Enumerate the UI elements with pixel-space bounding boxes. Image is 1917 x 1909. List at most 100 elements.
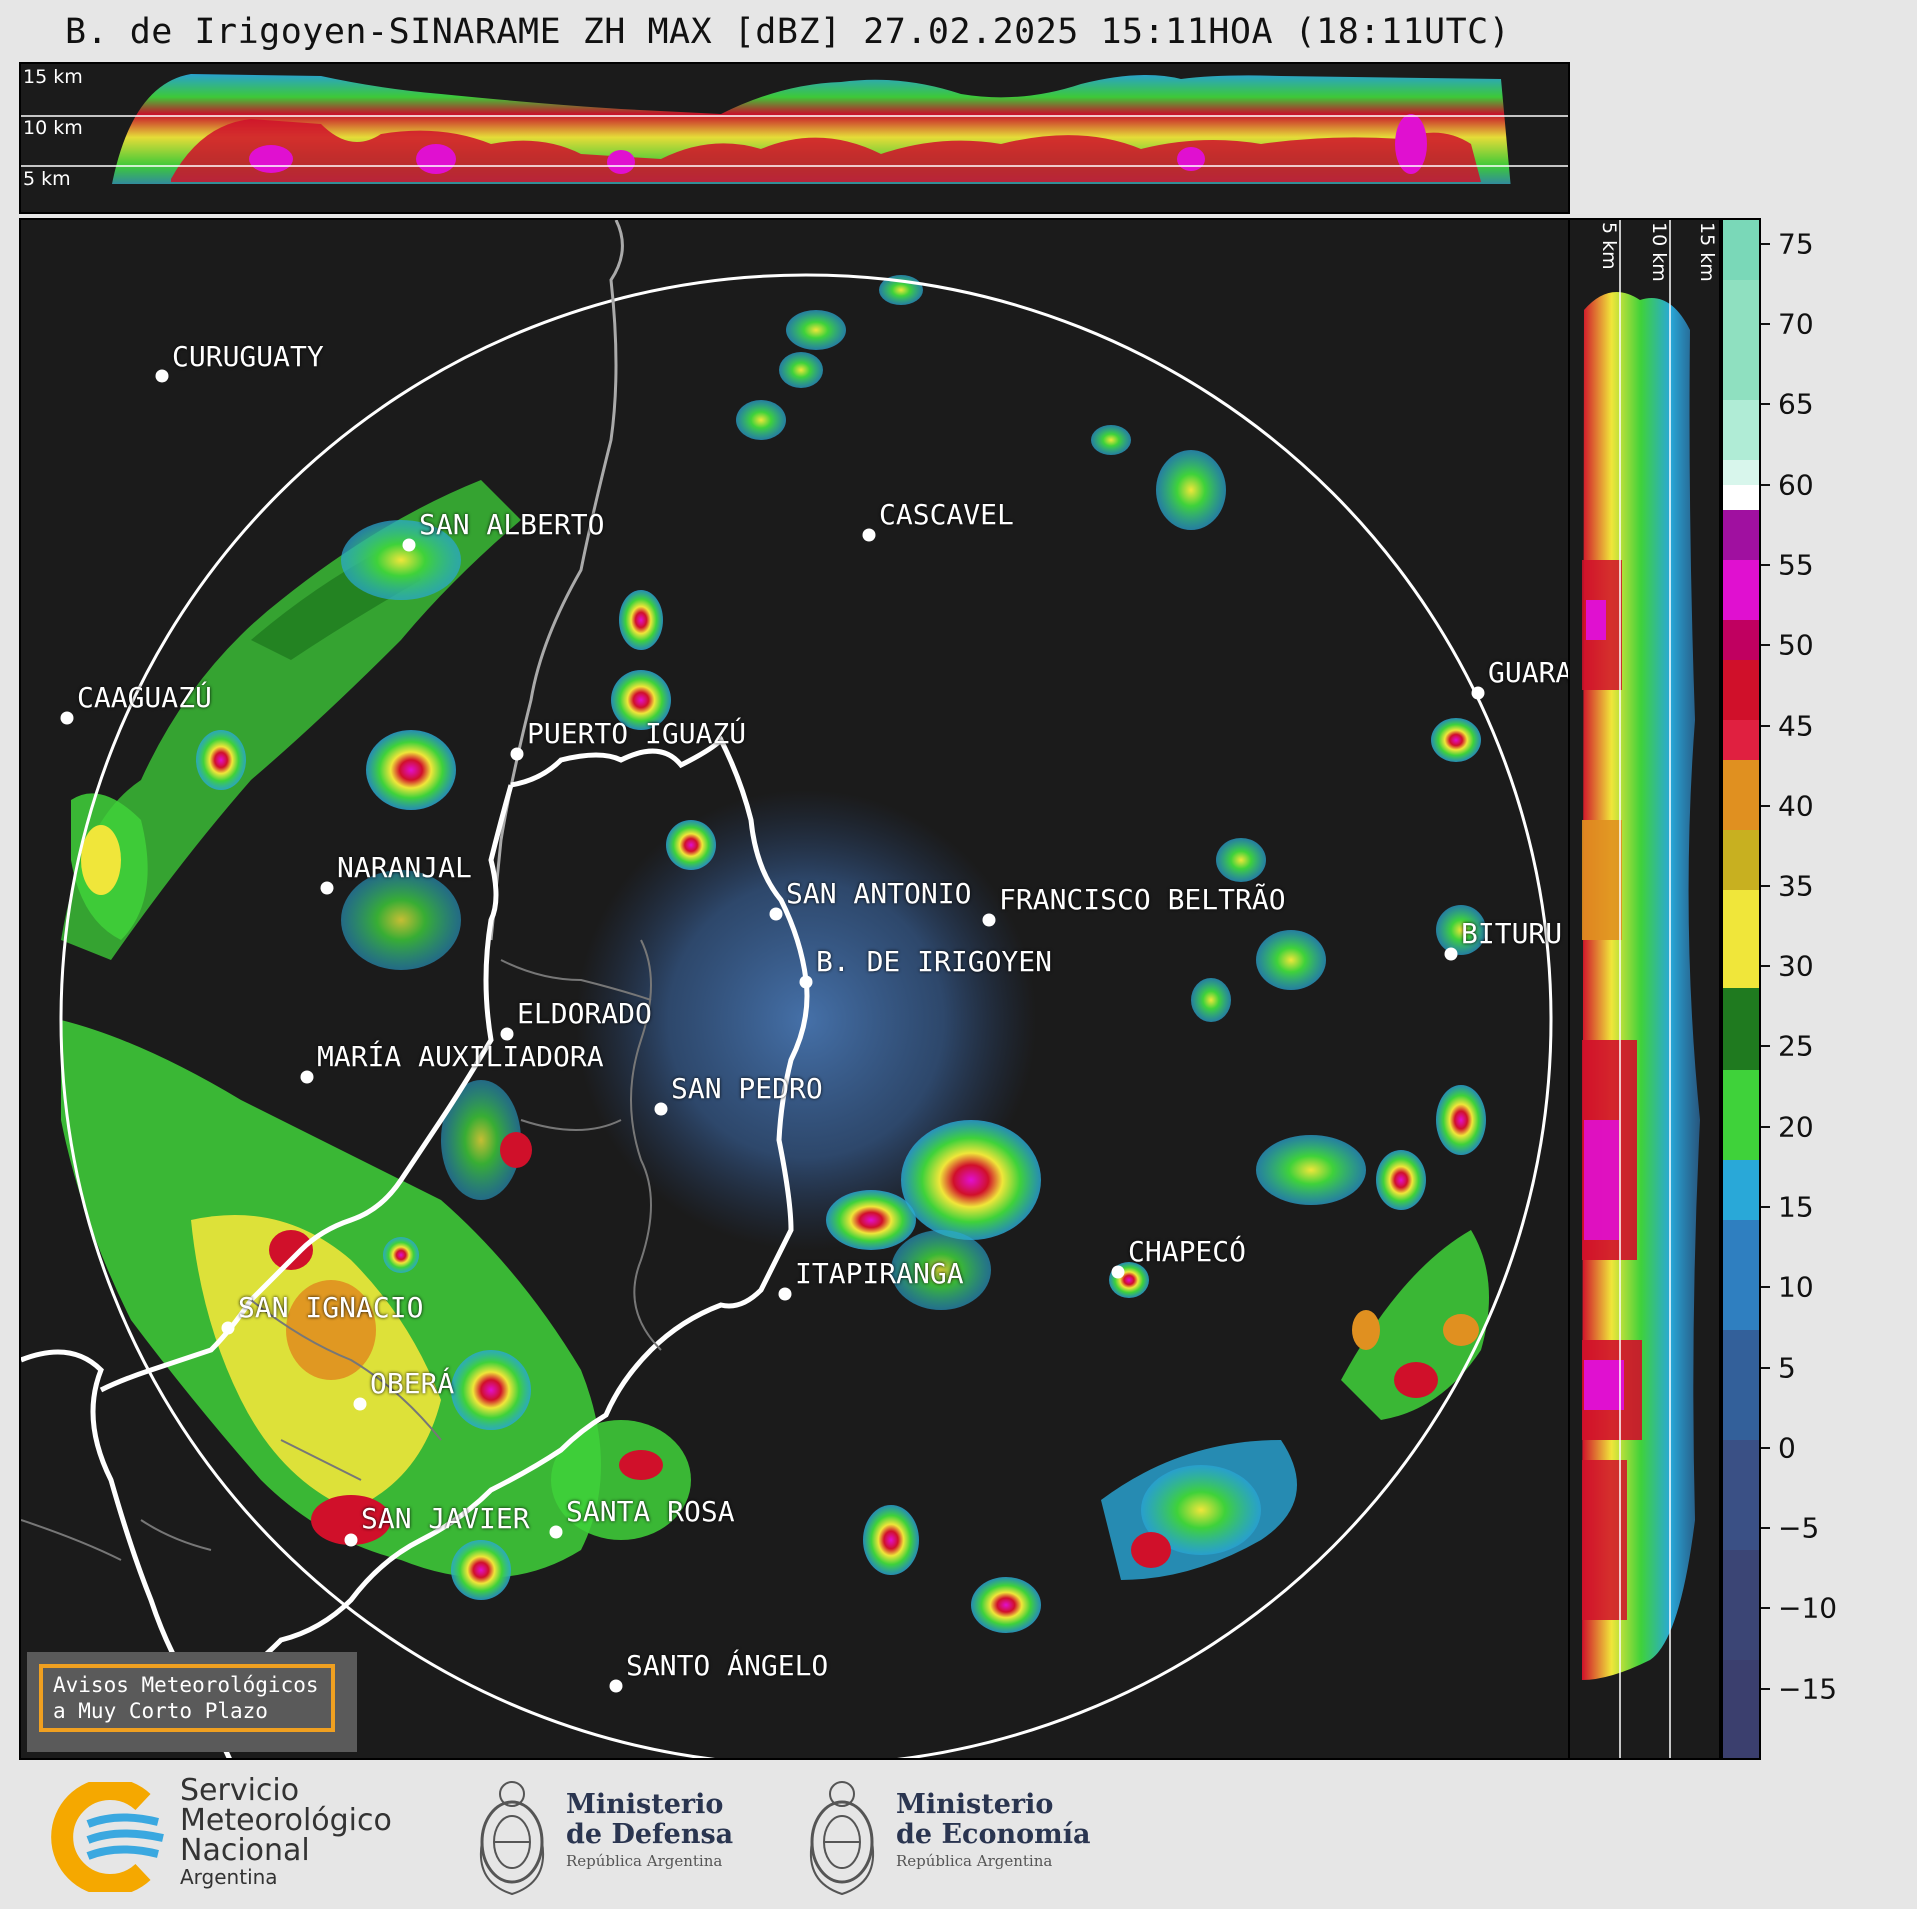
colorbar-tick-label: 15 [1778,1190,1814,1224]
city-label-chapeco: CHAPECÓ [1128,1235,1247,1268]
coat-of-arms-icon [809,1781,875,1896]
city-label-bituru: BITURU [1461,917,1563,950]
colorbar-tick-label: 55 [1778,548,1814,582]
city-label-san-antonio: SAN ANTONIO [786,877,972,910]
coat-of-arms-icon [479,1781,545,1896]
city-dot [769,907,783,921]
city-dot [353,1397,367,1411]
city-dot [155,369,169,383]
radar-range-ring [59,273,1553,1758]
city-dot [654,1102,668,1116]
city-label-eldorado: ELDORADO [517,997,652,1030]
city-dot [221,1321,235,1335]
smn-line-1: Servicio [180,1773,300,1808]
defensa-line-3: República Argentina [566,1852,723,1870]
defensa-line-1: Ministerio [566,1789,724,1820]
storm-cell-southeast [901,1120,1041,1240]
colorbar-tick-label: 0 [1778,1431,1796,1465]
city-label-naranjal: NARANJAL [337,851,472,884]
right-cross-section-panel: 5 km 10 km 15 km [1570,218,1721,1760]
economia-line-1: Ministerio [896,1789,1054,1820]
warning-line-2: a Muy Corto Plazo [53,1699,268,1723]
city-label-san-ignacio: SAN IGNACIO [238,1291,424,1324]
radar-map: CURUGUATY SAN ALBERTO CASCAVEL CAAGUAZÚ … [19,218,1570,1760]
city-dot [609,1679,623,1693]
altitude-label-10km: 10 km [23,117,83,139]
top-cross-section-panel: 15 km 10 km 5 km [19,62,1570,214]
colorbar-tick-label: 45 [1778,709,1814,743]
dbz-colorbar [1721,218,1761,1760]
precip-band-northwest [61,480,521,960]
misiones-border-west [99,784,514,1393]
colorbar-tick-label: −15 [1778,1672,1838,1706]
altitude-label-5km-vertical: 5 km [1598,222,1620,270]
economia-line-2: de Economía [896,1819,1091,1850]
warning-panel: Avisos Meteorológicos a Muy Corto Plazo [27,1652,357,1752]
colorbar-swatches [1723,220,1759,1758]
city-dot [300,1070,314,1084]
international-border [489,220,624,941]
smn-line-4: Argentina [180,1865,278,1889]
smn-logo-icon [51,1782,164,1892]
city-label-b-de-irigoyen: B. DE IRIGOYEN [816,945,1053,978]
altitude-label-15km: 15 km [23,66,83,88]
colorbar-tick-label: 10 [1778,1270,1814,1304]
city-dot [344,1533,358,1547]
defensa-logo-text: Ministerio de Defensa República Argentin… [566,1790,733,1872]
city-label-cascavel: CASCAVEL [879,498,1014,531]
colorbar-tick-label: 70 [1778,307,1814,341]
colorbar-tick-label: 30 [1778,949,1814,983]
city-dot [549,1525,563,1539]
city-label-curuguaty: CURUGUATY [172,340,324,373]
city-label-francisco-beltrao: FRANCISCO BELTRÃO [999,883,1286,916]
altitude-label-10km-vertical: 10 km [1648,222,1670,282]
colorbar-tick-label: 25 [1778,1029,1814,1063]
map-title: B. de Irigoyen-SINARAME ZH MAX [dBZ] 27.… [65,12,1511,52]
warning-line-1: Avisos Meteorológicos [53,1673,319,1697]
city-dot [862,528,876,542]
city-label-puerto-iguazu: PUERTO IGUAZÚ [527,717,747,750]
city-dot [1471,686,1485,700]
colorbar-tick-label: 5 [1778,1351,1796,1385]
city-label-caaguazu: CAAGUAZÚ [77,681,212,714]
city-label-guara: GUARA [1488,656,1570,689]
city-label-maria-auxiliadora: MARÍA AUXILIADORA [317,1040,604,1073]
smn-logo-text: Servicio Meteorológico Nacional Argentin… [180,1773,392,1889]
city-dot [982,913,996,927]
city-dot [1111,1265,1125,1279]
colorbar-tick-label: 40 [1778,789,1814,823]
city-label-santo-angelo: SANTO ÁNGELO [626,1649,829,1682]
radar-map-graphics [21,220,1553,1758]
economia-line-3: República Argentina [896,1852,1053,1870]
colorbar-tick-label: −10 [1778,1591,1838,1625]
city-label-itapiranga: ITAPIRANGA [795,1257,964,1290]
warning-link[interactable]: Avisos Meteorológicos a Muy Corto Plazo [39,1664,335,1732]
colorbar-tick-label: 20 [1778,1110,1814,1144]
colorbar-tick-label: −5 [1778,1511,1820,1545]
smn-line-2: Meteorológico [180,1803,392,1838]
city-dot [402,538,416,552]
colorbar-tick-label: 75 [1778,227,1814,261]
city-dot [60,711,74,725]
altitude-label-5km: 5 km [23,168,71,190]
economia-logo-text: Ministerio de Economía República Argenti… [896,1790,1090,1872]
city-dot [799,975,813,989]
city-label-obera: OBERÁ [370,1367,455,1400]
colorbar-tick-label: 65 [1778,387,1814,421]
altitude-label-15km-vertical: 15 km [1696,222,1718,282]
smn-line-3: Nacional [180,1833,310,1868]
city-label-san-alberto: SAN ALBERTO [419,508,605,541]
defensa-line-2: de Defensa [566,1819,734,1850]
city-label-santa-rosa: SANTA ROSA [566,1495,735,1528]
top-cross-section-echoes [21,74,1568,212]
colorbar-tick-label: 50 [1778,628,1814,662]
footer-logos: Servicio Meteorológico Nacional Argentin… [0,1762,1917,1909]
right-cross-section-echoes [1582,220,1700,1758]
city-dot [1444,947,1458,961]
city-dot [500,1027,514,1041]
city-dot [778,1287,792,1301]
colorbar-tick-label: 35 [1778,869,1814,903]
city-label-san-javier: SAN JAVIER [361,1502,530,1535]
colorbar-tick-label: 60 [1778,468,1814,502]
city-dot [320,881,334,895]
